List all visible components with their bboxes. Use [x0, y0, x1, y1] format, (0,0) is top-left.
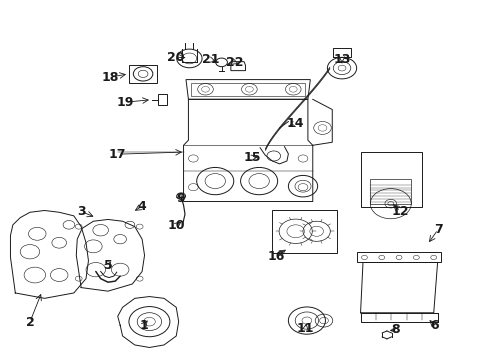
Text: 16: 16: [267, 249, 285, 262]
Text: 20: 20: [167, 51, 184, 64]
Text: 4: 4: [138, 200, 146, 213]
Text: 13: 13: [333, 53, 350, 66]
Bar: [369, 179, 410, 204]
Bar: [356, 252, 441, 262]
Text: 8: 8: [390, 323, 399, 336]
Bar: [272, 211, 336, 253]
Text: 7: 7: [433, 223, 442, 236]
Text: 9: 9: [177, 192, 185, 205]
Bar: [190, 83, 305, 96]
Text: 18: 18: [102, 71, 119, 84]
Bar: [158, 94, 167, 105]
Text: 10: 10: [167, 219, 184, 232]
Bar: [129, 64, 157, 83]
Text: 1: 1: [139, 319, 148, 332]
Text: 14: 14: [286, 117, 304, 130]
Text: 11: 11: [296, 322, 314, 335]
Text: 6: 6: [429, 319, 438, 332]
Text: 19: 19: [116, 96, 133, 109]
Text: 21: 21: [201, 53, 219, 66]
Text: 2: 2: [25, 315, 34, 329]
Text: 3: 3: [77, 205, 85, 218]
Text: 5: 5: [103, 259, 112, 272]
Text: 22: 22: [225, 56, 243, 69]
Text: 17: 17: [109, 148, 126, 161]
Bar: [360, 152, 421, 207]
Text: 15: 15: [243, 151, 260, 164]
Text: 12: 12: [391, 205, 408, 218]
